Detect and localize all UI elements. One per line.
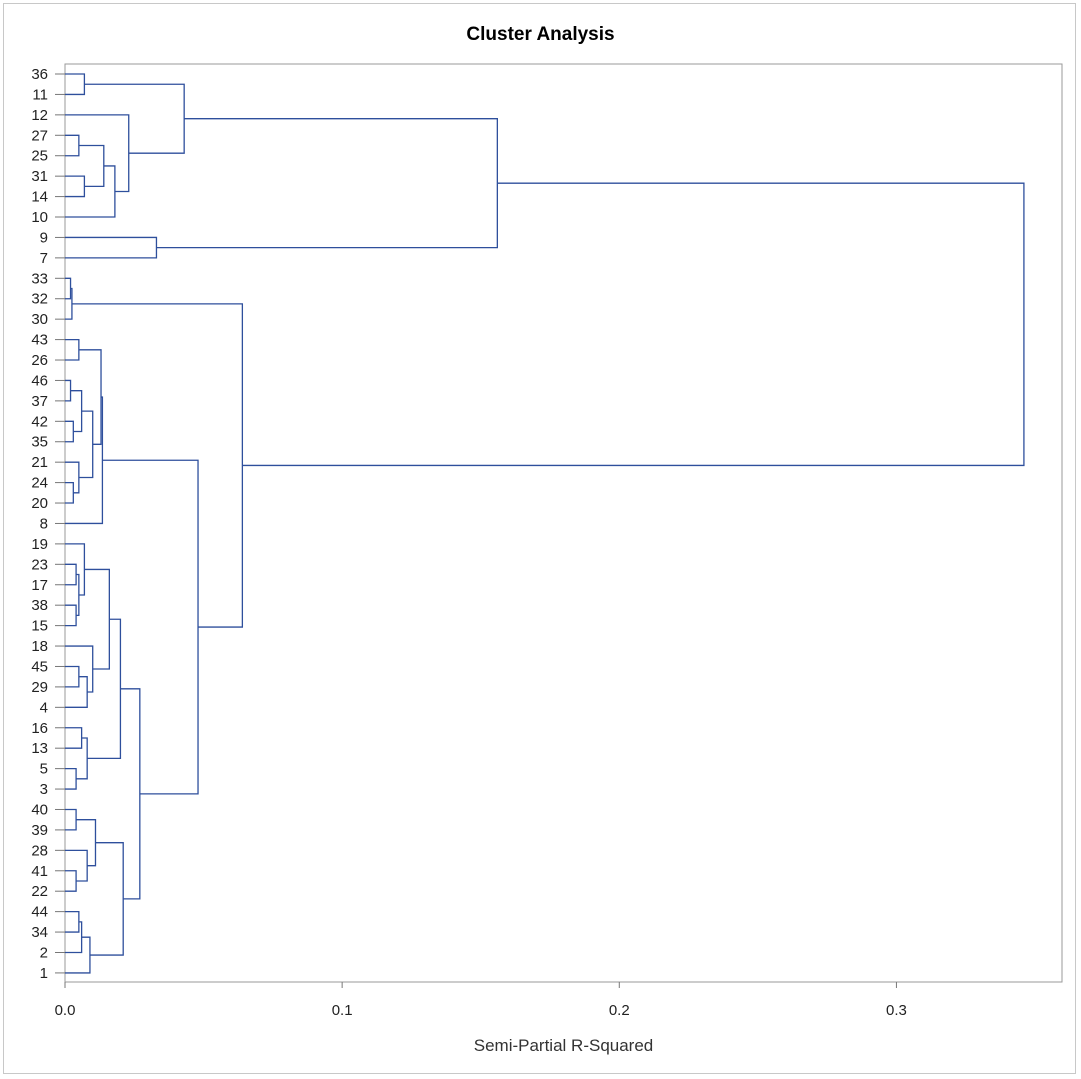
dendrogram-link-38: [65, 936, 91, 974]
dendrogram-link-0: [65, 73, 86, 96]
leaf-label-20: 20: [31, 495, 48, 512]
dendrogram-link-35: [76, 819, 97, 867]
dendrogram-link-25: [65, 676, 88, 708]
leaf-label-37: 37: [31, 393, 48, 410]
leaf-label-27: 27: [31, 127, 48, 144]
leaf-label-29: 29: [31, 679, 48, 696]
dendrogram-link-11: [65, 338, 80, 361]
leaf-label-34: 34: [31, 924, 48, 941]
leaf-label-14: 14: [31, 189, 48, 206]
dendrogram-link-41: [102, 459, 199, 795]
leaf-label-36: 36: [31, 66, 48, 83]
dendrogram-link-28: [65, 727, 83, 749]
dendrogram-link-42: [71, 303, 244, 628]
leaf-label-7: 7: [40, 250, 48, 267]
leaf-label-13: 13: [31, 740, 48, 757]
leaf-label-38: 38: [31, 597, 48, 614]
dendrogram-link-4: [65, 165, 116, 218]
leaf-label-31: 31: [31, 168, 48, 185]
dendrogram-links: [65, 73, 1025, 974]
dendrogram-link-29: [65, 767, 77, 790]
dendrogram-link-32: [65, 808, 77, 831]
dendrogram-link-21: [65, 604, 77, 627]
dendrogram-link-5: [65, 114, 130, 193]
leaf-label-41: 41: [31, 863, 48, 880]
dendrogram-link-1: [65, 134, 80, 157]
dendrogram-link-12: [65, 379, 72, 402]
dendrogram-link-19: [65, 396, 104, 525]
leaf-label-16: 16: [31, 720, 48, 737]
x-tick-label-1: 0.1: [332, 1002, 353, 1019]
leaf-label-21: 21: [31, 454, 48, 471]
leaf-label-32: 32: [31, 291, 48, 308]
dendrogram-link-9: [65, 277, 72, 300]
leaf-label-2: 2: [40, 944, 48, 961]
leaf-label-28: 28: [31, 842, 48, 859]
plot-area: [64, 63, 1063, 983]
dendrogram-link-20: [65, 563, 77, 586]
dendrogram-link-13: [65, 420, 74, 443]
dendrogram-link-22: [76, 573, 80, 617]
leaf-label-26: 26: [31, 352, 48, 369]
leaf-label-18: 18: [31, 638, 48, 655]
leaf-label-33: 33: [31, 270, 48, 287]
leaf-label-22: 22: [31, 883, 48, 900]
leaf-label-12: 12: [31, 107, 48, 124]
leaf-label-15: 15: [31, 618, 48, 635]
leaf-label-44: 44: [31, 904, 48, 921]
dendrogram-link-24: [65, 665, 80, 688]
dendrogram-link-34: [65, 849, 88, 882]
dendrogram-link-7: [65, 236, 158, 259]
dendrogram-link-23: [65, 543, 86, 596]
dendrogram-link-8: [156, 118, 498, 249]
dendrogram-link-6: [84, 83, 185, 154]
dendrogram-link-2: [65, 175, 86, 198]
x-tick-label-0: 0.0: [55, 1002, 76, 1019]
leaf-label-5: 5: [40, 761, 48, 778]
leaf-label-24: 24: [31, 475, 48, 492]
leaf-label-30: 30: [31, 311, 48, 328]
leaf-label-3: 3: [40, 781, 48, 798]
leaf-label-46: 46: [31, 372, 48, 389]
leaf-label-40: 40: [31, 801, 48, 818]
leaf-label-8: 8: [40, 515, 48, 532]
dendrogram-link-16: [65, 461, 80, 494]
dendrogram-link-33: [65, 870, 77, 892]
chart-frame: [3, 3, 1076, 1074]
leaf-label-19: 19: [31, 536, 48, 553]
leaf-label-39: 39: [31, 822, 48, 839]
dendrogram-link-3: [78, 144, 105, 188]
x-axis-label: Semi-Partial R-Squared: [473, 1036, 654, 1055]
dendrogram-link-43: [242, 182, 1025, 467]
leaf-label-23: 23: [31, 556, 48, 573]
leaf-label-10: 10: [31, 209, 48, 226]
x-tick-label-2: 0.2: [609, 1002, 630, 1019]
leaf-labels: 3611122725311410973332304326463742352124…: [31, 66, 65, 982]
leaf-label-45: 45: [31, 658, 48, 675]
leaf-label-43: 43: [31, 332, 48, 349]
leaf-label-11: 11: [32, 86, 48, 103]
leaf-label-1: 1: [40, 965, 48, 982]
leaf-label-17: 17: [31, 577, 48, 594]
dendrogram-link-36: [65, 910, 80, 933]
leaf-label-42: 42: [31, 413, 48, 430]
leaf-label-9: 9: [40, 229, 48, 246]
leaf-label-25: 25: [31, 148, 48, 165]
leaf-label-4: 4: [40, 699, 48, 716]
dendrogram-link-27: [84, 568, 110, 670]
dendrogram-link-14: [70, 390, 83, 433]
dendrogram-link-15: [65, 481, 74, 504]
x-tick-label-3: 0.3: [886, 1002, 907, 1019]
leaf-label-35: 35: [31, 434, 48, 451]
dendrogram-link-30: [76, 737, 88, 780]
dendrogram-link-17: [78, 410, 94, 479]
x-axis-ticks: 0.0 0.1 0.2 0.3: [55, 982, 907, 1019]
chart-title: Cluster Analysis: [466, 24, 615, 45]
